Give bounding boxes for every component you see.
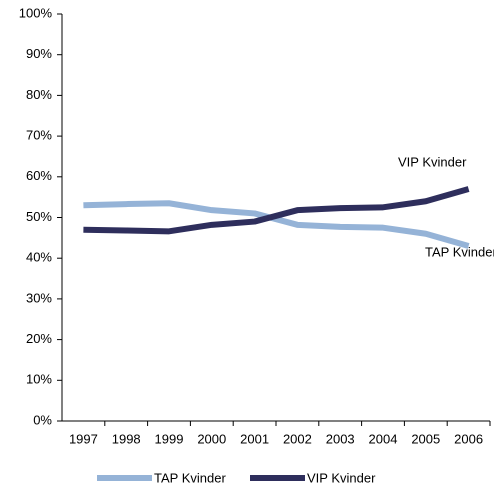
- y-tick-label: 100%: [19, 5, 53, 20]
- series-line: [83, 186, 470, 235]
- x-tick-label: 2000: [197, 431, 226, 446]
- y-tick-label: 60%: [26, 168, 52, 183]
- x-tick-label: 2001: [240, 431, 269, 446]
- y-tick-label: 70%: [26, 128, 52, 143]
- y-tick-label: 30%: [26, 290, 52, 305]
- legend-label: TAP Kvinder: [154, 470, 226, 485]
- y-tick-label: 10%: [26, 372, 52, 387]
- series-line: [83, 200, 470, 249]
- x-tick-label: 1999: [155, 431, 184, 446]
- annotation: VIP Kvinder: [398, 154, 467, 169]
- x-tick-label: 2005: [411, 431, 440, 446]
- y-tick-label: 0%: [33, 412, 52, 427]
- x-tick-label: 1997: [69, 431, 98, 446]
- y-tick-label: 50%: [26, 209, 52, 224]
- y-tick-label: 20%: [26, 331, 52, 346]
- y-tick-label: 80%: [26, 87, 52, 102]
- y-tick-label: 40%: [26, 250, 52, 265]
- x-tick-label: 1998: [112, 431, 141, 446]
- y-tick-label: 90%: [26, 46, 52, 61]
- legend-label: VIP Kvinder: [307, 470, 376, 485]
- annotation: TAP Kvinder: [425, 244, 494, 259]
- x-tick-label: 2004: [369, 431, 398, 446]
- x-tick-label: 2003: [326, 431, 355, 446]
- x-tick-label: 2002: [283, 431, 312, 446]
- x-tick-label: 2006: [454, 431, 483, 446]
